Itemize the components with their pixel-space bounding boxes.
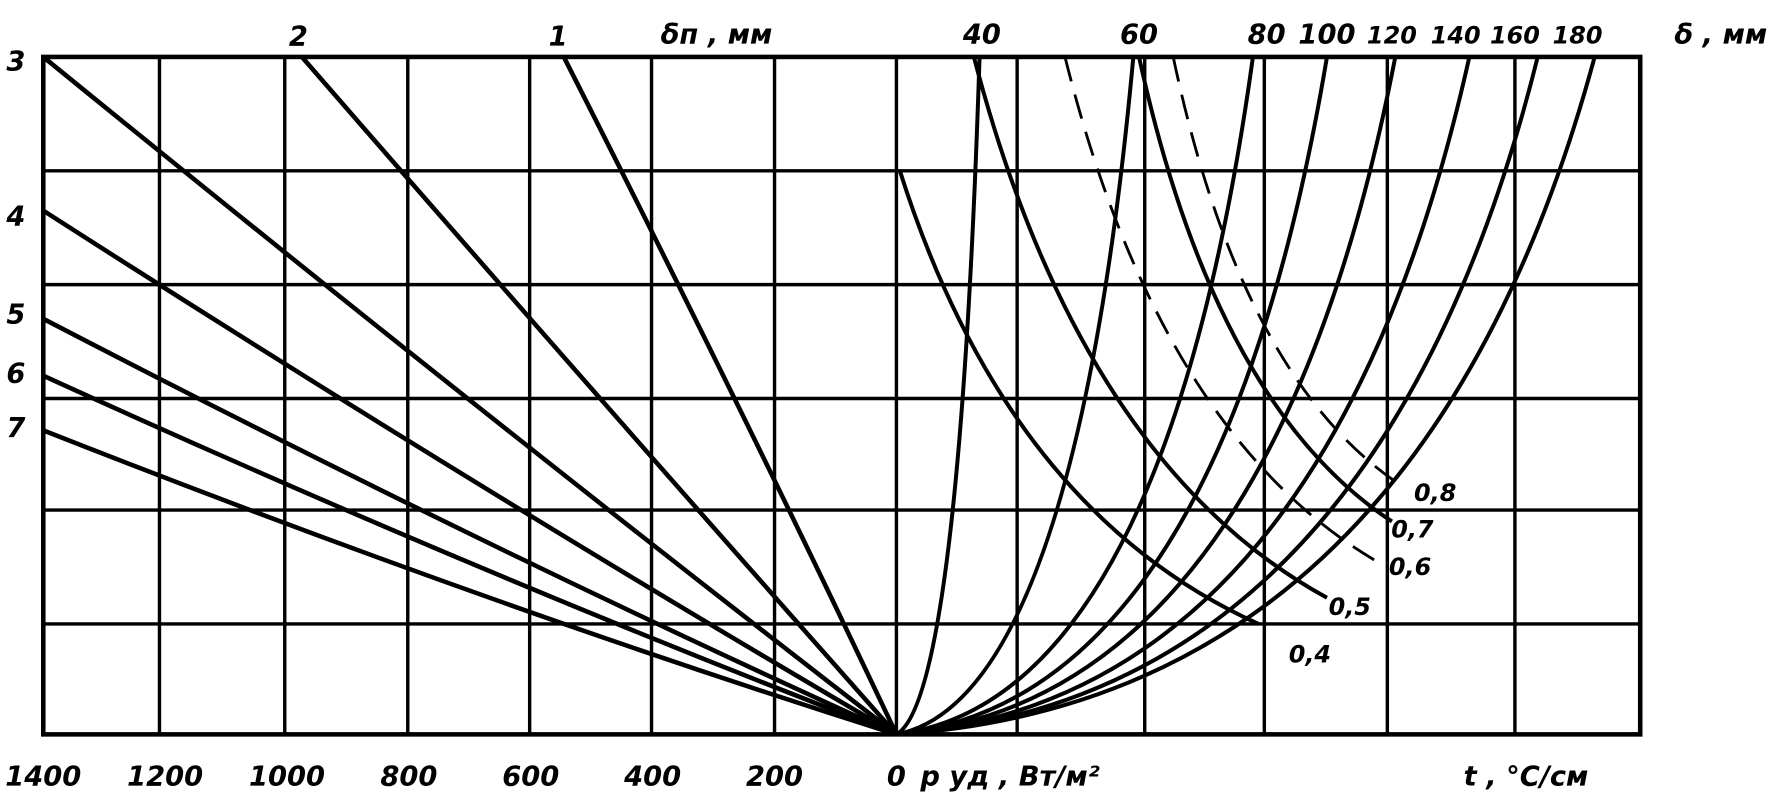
efficiency-curve-0,5 bbox=[971, 56, 1328, 600]
x-axis-label-right: t , °C/см bbox=[1464, 762, 1589, 793]
delta-tick-label: 180 bbox=[1553, 21, 1603, 49]
delta-curve-40 bbox=[895, 56, 982, 737]
efficiency-curve-0,7 bbox=[1137, 56, 1393, 524]
series-line-4 bbox=[42, 208, 898, 737]
delta-curve-120 bbox=[896, 56, 1398, 737]
x-tick-label: 600 bbox=[502, 762, 559, 793]
top-left-axis-label: δп , мм bbox=[661, 19, 773, 50]
efficiency-label: 0,5 bbox=[1329, 593, 1371, 621]
x-tick-label: 0 bbox=[887, 762, 906, 793]
x-tick-label: 200 bbox=[746, 762, 803, 793]
series-label: 2 bbox=[289, 22, 308, 53]
curves bbox=[41, 55, 1597, 737]
x-tick-label: 400 bbox=[623, 762, 681, 793]
grid bbox=[41, 54, 1643, 737]
series-label: 6 bbox=[6, 359, 25, 390]
efficiency-label: 0,6 bbox=[1389, 553, 1431, 581]
series-label: 3 bbox=[6, 47, 25, 78]
top-right-axis-label: δ , мм bbox=[1674, 19, 1767, 50]
delta-curve-100 bbox=[896, 56, 1329, 737]
labels: δп , мм δ , мм p уд , Вт/м² t , °C/см 14… bbox=[5, 19, 1767, 792]
efficiency-curve-0,4 bbox=[897, 170, 1260, 626]
delta-tick-label: 160 bbox=[1490, 21, 1540, 49]
series-line-2 bbox=[300, 55, 899, 736]
x-tick-label: 1200 bbox=[127, 762, 203, 793]
series-line-5 bbox=[42, 316, 898, 737]
series-line-3 bbox=[41, 55, 898, 737]
series-line-7 bbox=[42, 428, 898, 737]
series-label: 1 bbox=[549, 22, 568, 53]
series-line-6 bbox=[42, 373, 898, 737]
series-label: 5 bbox=[6, 299, 25, 330]
delta-tick-label: 60 bbox=[1120, 19, 1158, 50]
efficiency-curve-0,8 bbox=[1171, 56, 1400, 486]
x-tick-label: 1000 bbox=[249, 762, 325, 793]
delta-curve-160 bbox=[896, 56, 1540, 737]
delta-tick-label: 80 bbox=[1248, 19, 1286, 50]
delta-tick-label: 100 bbox=[1298, 19, 1355, 50]
series-label: 4 bbox=[5, 201, 25, 232]
delta-tick-label: 140 bbox=[1431, 21, 1481, 49]
efficiency-label: 0,4 bbox=[1289, 641, 1331, 669]
delta-tick-label: 120 bbox=[1367, 21, 1417, 49]
delta-curve-60 bbox=[896, 56, 1136, 737]
plot-frame bbox=[41, 54, 1643, 737]
efficiency-label: 0,8 bbox=[1414, 479, 1456, 507]
delta-curve-180 bbox=[896, 56, 1597, 737]
delta-curve-80 bbox=[896, 56, 1255, 737]
x-tick-label: 800 bbox=[380, 762, 437, 793]
delta-tick-label: 40 bbox=[962, 19, 1001, 50]
x-tick-label: 1400 bbox=[5, 762, 81, 793]
x-axis-label-left: p уд , Вт/м² bbox=[919, 762, 1099, 793]
efficiency-label: 0,7 bbox=[1391, 515, 1434, 543]
series-line-1 bbox=[561, 55, 899, 736]
series-label: 7 bbox=[6, 413, 25, 444]
